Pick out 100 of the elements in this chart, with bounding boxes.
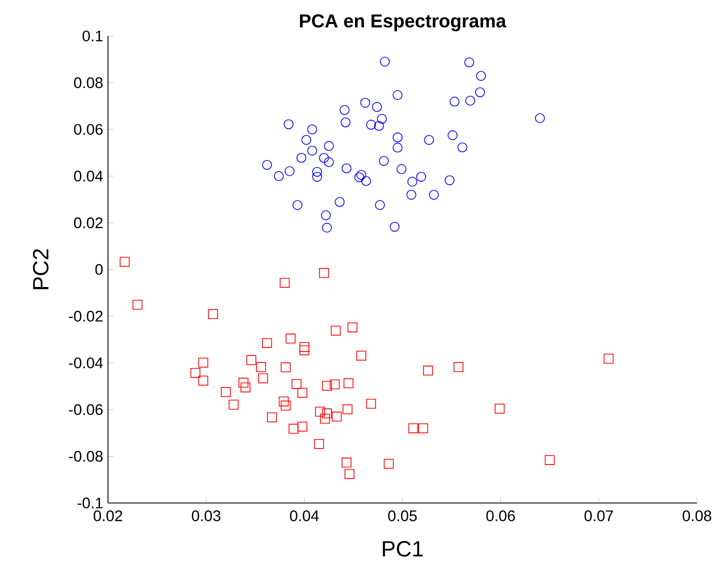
point xyxy=(464,57,474,68)
point xyxy=(423,366,433,376)
point xyxy=(238,378,248,388)
point xyxy=(286,334,296,344)
point xyxy=(132,300,142,310)
point xyxy=(322,408,332,418)
point xyxy=(332,412,342,422)
point xyxy=(314,438,324,449)
point xyxy=(324,157,334,168)
point xyxy=(418,423,428,434)
point xyxy=(342,404,352,414)
point xyxy=(240,382,250,392)
y-tick-label: 0.08 xyxy=(74,77,103,88)
point xyxy=(280,278,290,288)
point xyxy=(258,373,268,384)
point xyxy=(284,119,294,130)
point xyxy=(354,172,364,182)
point xyxy=(604,354,614,364)
point xyxy=(465,96,476,106)
point xyxy=(406,190,416,200)
point xyxy=(299,342,310,352)
point xyxy=(390,222,400,232)
point xyxy=(198,358,208,368)
point xyxy=(292,378,302,389)
y-tick-label: -0.08 xyxy=(69,450,103,462)
point xyxy=(228,400,239,410)
point xyxy=(408,423,418,434)
point xyxy=(342,163,352,174)
point xyxy=(284,166,295,176)
point xyxy=(330,379,340,390)
point xyxy=(476,70,486,81)
point xyxy=(267,412,277,422)
point xyxy=(366,398,376,409)
point xyxy=(416,172,426,182)
point xyxy=(297,388,308,398)
point xyxy=(360,98,370,108)
point xyxy=(280,362,291,372)
point xyxy=(356,350,366,361)
point xyxy=(320,210,331,220)
y-tick-label: -0.04 xyxy=(69,357,103,368)
point xyxy=(274,171,284,182)
point xyxy=(424,134,434,145)
point xyxy=(315,406,325,417)
chart-title: PCA en Espectrograma xyxy=(300,14,506,32)
point xyxy=(344,469,354,479)
point xyxy=(330,326,341,336)
point xyxy=(374,120,384,131)
point xyxy=(392,142,403,153)
point xyxy=(262,338,272,348)
point xyxy=(312,166,322,177)
point xyxy=(374,200,385,210)
y-axis-title: PC2 xyxy=(32,249,49,290)
x-axis-title: PC1 xyxy=(382,541,423,557)
y-tick-label: 0.1 xyxy=(82,30,103,42)
point xyxy=(246,355,256,366)
point xyxy=(457,142,468,152)
point xyxy=(256,362,266,372)
point xyxy=(448,130,458,140)
y-tick-label: -0.02 xyxy=(69,310,103,322)
point xyxy=(120,256,130,267)
point xyxy=(322,222,332,233)
point xyxy=(280,400,291,411)
point xyxy=(312,172,322,182)
x-tick-label: 0.07 xyxy=(584,510,613,522)
point xyxy=(292,200,302,210)
point xyxy=(322,380,332,391)
point xyxy=(208,309,218,320)
point xyxy=(384,458,394,469)
y-tick-label: 0.02 xyxy=(74,217,103,228)
point xyxy=(340,105,350,115)
y-tick-label: -0.06 xyxy=(69,404,103,416)
y-tick-label: 0 xyxy=(95,264,103,275)
point xyxy=(361,176,372,186)
point xyxy=(356,170,366,180)
point xyxy=(340,117,350,128)
point xyxy=(301,134,312,145)
y-tick-label: 0.04 xyxy=(74,170,103,182)
point xyxy=(348,322,358,332)
point xyxy=(444,175,455,186)
point xyxy=(372,102,382,112)
x-tick-label: 0.03 xyxy=(192,510,220,522)
point xyxy=(407,176,418,187)
point xyxy=(307,124,318,134)
y-tick-label: -0.1 xyxy=(78,498,103,508)
point xyxy=(334,197,345,207)
x-tick-label: 0.02 xyxy=(94,510,122,522)
x-tick-label: 0.06 xyxy=(486,510,515,522)
point xyxy=(288,424,298,434)
point xyxy=(428,190,439,200)
point xyxy=(494,404,505,414)
point xyxy=(475,87,485,98)
point xyxy=(262,160,272,170)
point xyxy=(220,387,231,398)
x-tick-label: 0.08 xyxy=(682,510,712,522)
point xyxy=(319,152,329,163)
point xyxy=(320,414,330,424)
point xyxy=(319,268,329,278)
point xyxy=(392,90,403,100)
point xyxy=(324,141,334,151)
point xyxy=(544,455,555,465)
